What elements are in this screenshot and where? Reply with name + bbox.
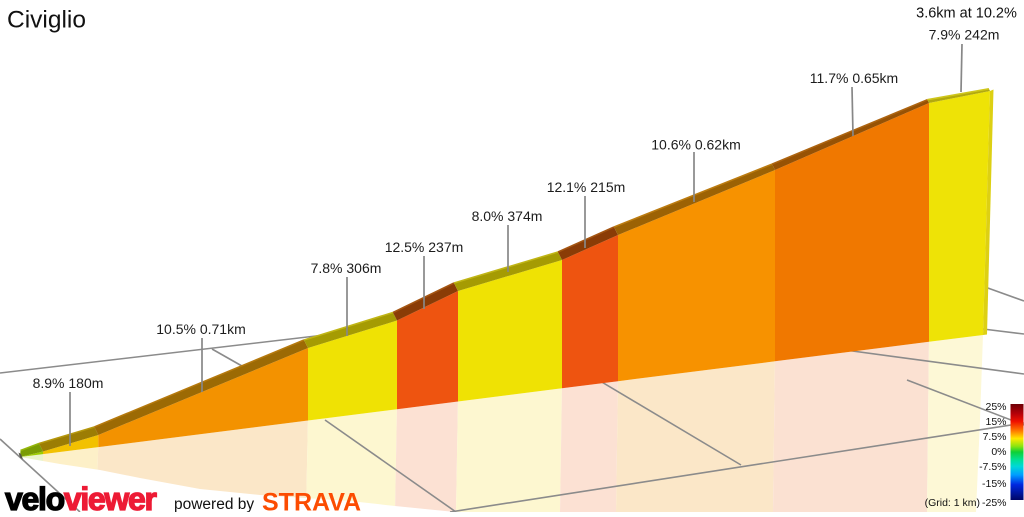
svg-text:3.6km at 10.2%: 3.6km at 10.2% xyxy=(916,6,1017,22)
svg-text:7.9% 242m: 7.9% 242m xyxy=(929,27,1000,43)
svg-text:0%: 0% xyxy=(991,446,1006,458)
svg-text:(Grid: 1 km): (Grid: 1 km) xyxy=(925,497,980,509)
svg-text:10.5% 0.71km: 10.5% 0.71km xyxy=(156,321,246,337)
svg-text:Civiglio: Civiglio xyxy=(7,7,86,34)
svg-text:STRAVA: STRAVA xyxy=(262,489,361,513)
svg-text:8.9% 180m: 8.9% 180m xyxy=(33,375,104,391)
svg-text:11.7% 0.65km: 11.7% 0.65km xyxy=(810,70,898,86)
svg-text:veloviewer: veloviewer xyxy=(5,481,157,512)
svg-text:-25%: -25% xyxy=(982,497,1007,509)
svg-text:powered by: powered by xyxy=(174,496,254,512)
svg-text:-15%: -15% xyxy=(982,478,1007,490)
svg-text:12.5% 237m: 12.5% 237m xyxy=(385,239,464,255)
svg-text:25%: 25% xyxy=(985,401,1006,413)
svg-text:7.5%: 7.5% xyxy=(983,431,1007,443)
svg-text:12.1% 215m: 12.1% 215m xyxy=(547,179,626,195)
svg-text:10.6% 0.62km: 10.6% 0.62km xyxy=(651,137,741,153)
svg-text:7.8% 306m: 7.8% 306m xyxy=(311,260,382,276)
svg-text:8.0% 374m: 8.0% 374m xyxy=(472,208,543,224)
svg-text:-7.5%: -7.5% xyxy=(979,461,1006,473)
svg-text:15%: 15% xyxy=(985,416,1006,428)
